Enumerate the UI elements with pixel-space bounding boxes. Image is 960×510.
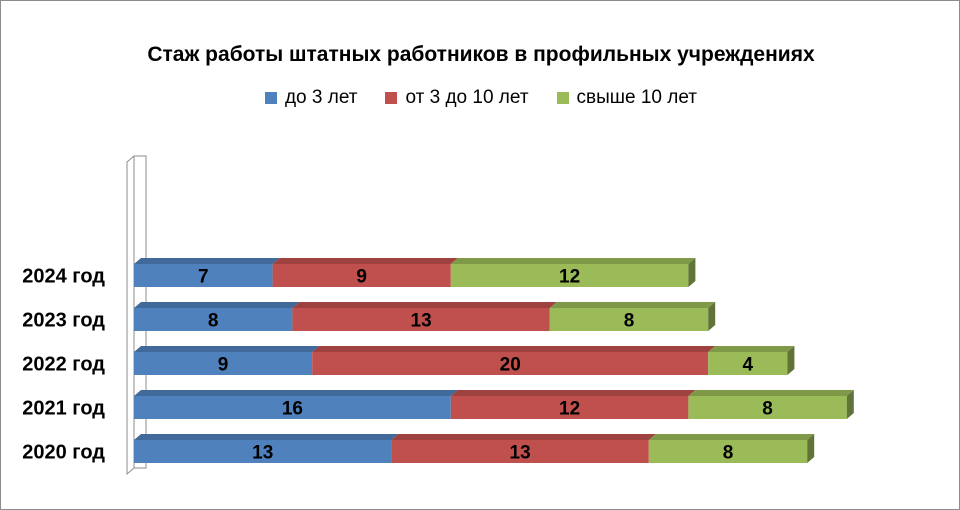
category-label: 2021 год <box>22 398 105 420</box>
bar-side-face <box>787 346 795 375</box>
data-label: 8 <box>723 443 734 464</box>
data-label: 12 <box>559 399 580 420</box>
data-label: 9 <box>218 355 229 376</box>
bar-segment <box>292 308 550 331</box>
data-label: 16 <box>282 399 303 420</box>
category-label: 2023 год <box>22 310 105 332</box>
bar-top-face <box>272 258 458 264</box>
data-label: 9 <box>356 267 367 288</box>
bar-side-face <box>807 434 815 463</box>
bar-top-face <box>134 258 280 264</box>
data-label: 4 <box>743 355 754 376</box>
bar-segment <box>450 396 689 419</box>
data-label: 8 <box>762 399 773 420</box>
bar-segment <box>134 308 293 331</box>
data-label: 8 <box>624 311 635 332</box>
bar-segment <box>648 440 808 463</box>
bar-top-face <box>134 302 300 308</box>
bar-top-face <box>134 434 399 440</box>
category-label: 2022 год <box>22 354 105 376</box>
legend-item-series-1: до 3 лет <box>264 87 358 109</box>
data-label: 7 <box>198 267 209 288</box>
bar-top-face <box>312 346 716 352</box>
bar-segment <box>688 396 847 419</box>
bar-top-face <box>688 390 854 396</box>
data-label: 12 <box>559 267 580 288</box>
data-label: 13 <box>411 311 432 332</box>
bar-top-face <box>450 258 696 264</box>
chart-title: Стаж работы штатных работников в профиль… <box>147 43 815 66</box>
bar-segment <box>450 264 689 287</box>
bar-side-face <box>708 302 716 331</box>
category-label: 2024 год <box>22 266 105 288</box>
bar-segment <box>134 264 273 287</box>
bar-top-face <box>134 346 320 352</box>
legend: до 3 лет от 3 до 10 лет свыше 10 лет <box>1 87 960 109</box>
bar-top-face <box>708 346 795 352</box>
legend-item-series-2: от 3 до 10 лет <box>385 87 529 109</box>
bar-segment <box>134 352 313 375</box>
bar-segment <box>312 352 709 375</box>
bar-segment <box>549 308 709 331</box>
data-label: 8 <box>208 311 219 332</box>
bar-segment <box>272 264 451 287</box>
bar-side-face <box>688 258 696 287</box>
bar-segment <box>134 440 392 463</box>
bar-top-face <box>549 302 716 308</box>
legend-label-series-1: до 3 лет <box>284 87 358 108</box>
category-label: 2020 год <box>22 442 105 464</box>
bar-segment <box>708 352 788 375</box>
bar-top-face <box>450 390 696 396</box>
legend-label-series-3: свыше 10 лет <box>576 87 698 108</box>
bar-segment <box>391 440 649 463</box>
data-label: 20 <box>500 355 521 376</box>
bar-top-face <box>648 434 815 440</box>
bar-top-face <box>391 434 656 440</box>
legend-swatch-series-2 <box>385 92 398 104</box>
legend-swatch-series-1 <box>264 92 277 104</box>
legend-swatch-series-3 <box>556 92 569 104</box>
bar-top-face <box>134 390 458 396</box>
legend-item-series-3: свыше 10 лет <box>556 87 698 109</box>
legend-label-series-2: от 3 до 10 лет <box>405 87 529 108</box>
bar-segment <box>134 396 451 419</box>
data-label: 13 <box>252 443 273 464</box>
bar-top-face <box>292 302 557 308</box>
bar-side-face <box>846 390 854 419</box>
data-label: 13 <box>510 443 531 464</box>
